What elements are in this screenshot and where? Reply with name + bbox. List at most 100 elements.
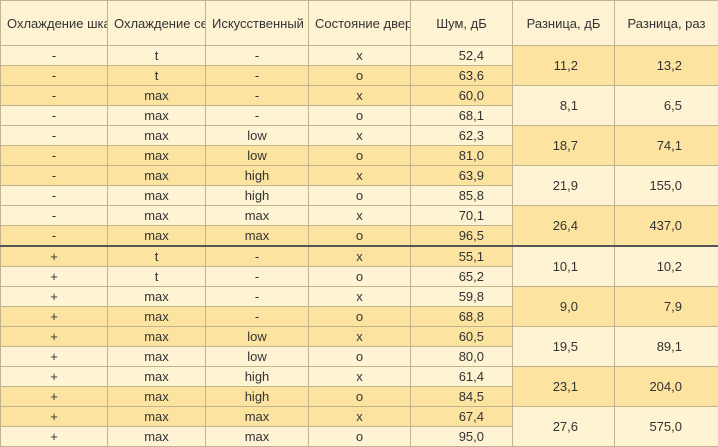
param-cell: t xyxy=(107,245,206,267)
noise-cell: 60,0 xyxy=(410,85,513,106)
noise-cell: 96,5 xyxy=(410,225,513,247)
noise-cell: 59,8 xyxy=(410,286,513,307)
noise-cell: 80,0 xyxy=(410,346,513,367)
table-row: + max max x 67,4 27,6 575,0 xyxy=(0,406,718,447)
param-cell: max xyxy=(107,406,206,427)
difference-ratio: 575,0 xyxy=(614,406,718,447)
param-cell: - xyxy=(205,286,309,307)
param-cell: o xyxy=(308,65,411,86)
table-row: + max high o 84,5 xyxy=(0,386,718,407)
param-cell: max xyxy=(107,426,206,447)
param-cell: low xyxy=(205,326,309,347)
difference-db: 23,1 xyxy=(512,366,615,407)
difference-ratio: 204,0 xyxy=(614,366,718,407)
param-cell: - xyxy=(0,165,108,186)
table-row: - max - x 60,0 8,1 6,5 xyxy=(0,85,718,126)
table-body: - t - x 52,4 11,2 13,2- t - o 63,6- max - x 60,0 8,1 6,5… xyxy=(0,45,718,447)
param-cell: - xyxy=(0,65,108,86)
noise-cell: 63,6 xyxy=(410,65,513,86)
param-cell: + xyxy=(0,346,108,367)
difference-ratio: 89,1 xyxy=(614,326,718,367)
param-cell: max xyxy=(107,366,206,387)
param-cell: low xyxy=(205,145,309,166)
param-cell: max xyxy=(107,386,206,407)
param-cell: + xyxy=(0,406,108,427)
param-cell: - xyxy=(0,45,108,66)
table-row: - max max x 70,1 26,4 437,0 xyxy=(0,205,718,247)
difference-db: 19,5 xyxy=(512,326,615,367)
param-cell: o xyxy=(308,426,411,447)
table-row: + max - x 59,8 9,0 7,9 xyxy=(0,286,718,327)
difference-db: 8,1 xyxy=(512,85,615,126)
column-header: Шум, дБ xyxy=(410,0,513,46)
param-cell: max xyxy=(107,165,206,186)
param-cell: - xyxy=(205,65,309,86)
difference-db: 9,0 xyxy=(512,286,615,327)
param-cell: max xyxy=(107,225,206,247)
param-cell: high xyxy=(205,366,309,387)
difference-db: 21,9 xyxy=(512,165,615,206)
table-row: + max high x 61,4 23,1 204,0 xyxy=(0,366,718,407)
param-cell: high xyxy=(205,185,309,206)
difference-db: 26,4 xyxy=(512,205,615,247)
param-cell: + xyxy=(0,245,108,267)
table-row: + t - x 55,1 10,1 10,2 xyxy=(0,245,718,287)
param-cell: max xyxy=(107,346,206,367)
column-header: Разница, дБ xyxy=(512,0,615,46)
param-cell: - xyxy=(0,145,108,166)
header-row: Охлаждение шкафаОхлаждение серверовИскус… xyxy=(0,0,718,46)
noise-cell: 68,1 xyxy=(410,105,513,126)
param-cell: x xyxy=(308,125,411,146)
difference-ratio: 437,0 xyxy=(614,205,718,247)
param-cell: max xyxy=(205,406,309,427)
param-cell: - xyxy=(205,45,309,66)
param-cell: o xyxy=(308,386,411,407)
param-cell: high xyxy=(205,386,309,407)
column-header: Искусственный источник xyxy=(205,0,309,46)
table-row: + max max o 95,0 xyxy=(0,426,718,447)
param-cell: + xyxy=(0,266,108,287)
param-cell: o xyxy=(308,225,411,247)
noise-cell: 85,8 xyxy=(410,185,513,206)
param-cell: x xyxy=(308,85,411,106)
noise-cell: 61,4 xyxy=(410,366,513,387)
noise-cell: 70,1 xyxy=(410,205,513,226)
difference-db: 18,7 xyxy=(512,125,615,166)
table-row: + max low x 60,5 19,5 89,1 xyxy=(0,326,718,367)
table-row: - t - x 52,4 11,2 13,2 xyxy=(0,45,718,86)
noise-cell: 81,0 xyxy=(410,145,513,166)
noise-cell: 52,4 xyxy=(410,45,513,66)
param-cell: - xyxy=(0,125,108,146)
param-cell: max xyxy=(107,145,206,166)
difference-ratio: 13,2 xyxy=(614,45,718,86)
param-cell: - xyxy=(205,306,309,327)
param-cell: low xyxy=(205,346,309,367)
param-cell: o xyxy=(308,105,411,126)
param-cell: - xyxy=(0,185,108,206)
param-cell: - xyxy=(205,245,309,267)
param-cell: - xyxy=(205,105,309,126)
param-cell: - xyxy=(0,205,108,226)
param-cell: - xyxy=(0,225,108,247)
param-cell: - xyxy=(0,85,108,106)
difference-db: 27,6 xyxy=(512,406,615,447)
param-cell: + xyxy=(0,306,108,327)
param-cell: max xyxy=(107,326,206,347)
param-cell: x xyxy=(308,165,411,186)
table-row: - max high x 63,9 21,9 155,0 xyxy=(0,165,718,206)
param-cell: o xyxy=(308,145,411,166)
difference-ratio: 7,9 xyxy=(614,286,718,327)
param-cell: x xyxy=(308,326,411,347)
param-cell: max xyxy=(107,286,206,307)
param-cell: t xyxy=(107,266,206,287)
param-cell: max xyxy=(205,205,309,226)
difference-ratio: 155,0 xyxy=(614,165,718,206)
param-cell: o xyxy=(308,346,411,367)
noise-cell: 95,0 xyxy=(410,426,513,447)
param-cell: + xyxy=(0,426,108,447)
param-cell: x xyxy=(308,406,411,427)
noise-cell: 55,1 xyxy=(410,245,513,267)
noise-cell: 67,4 xyxy=(410,406,513,427)
